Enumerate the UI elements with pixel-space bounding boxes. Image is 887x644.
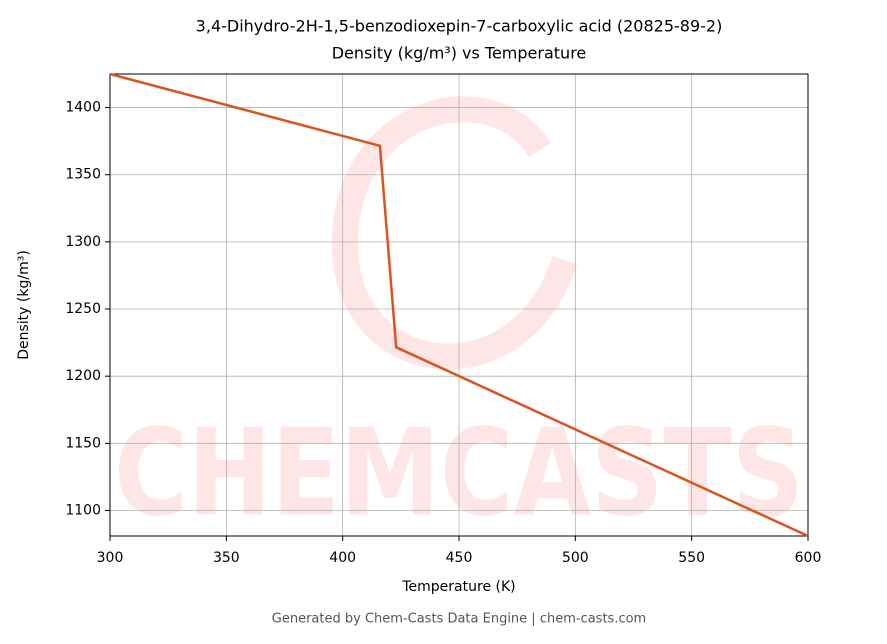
- chart-title: 3,4-Dihydro-2H-1,5-benzodioxepin-7-carbo…: [196, 17, 723, 36]
- x-tick-label: 300: [97, 550, 124, 566]
- chart-subtitle: Density (kg/m³) vs Temperature: [332, 44, 587, 63]
- y-tick-label: 1350: [65, 167, 101, 183]
- x-tick-label: 500: [562, 550, 589, 566]
- y-tick-label: 1150: [65, 435, 101, 451]
- x-tick-label: 600: [795, 550, 822, 566]
- y-tick-label: 1300: [65, 234, 101, 250]
- x-axis-label: Temperature (K): [401, 579, 515, 595]
- y-tick-label: 1200: [65, 368, 101, 384]
- y-tick-label: 1250: [65, 301, 101, 317]
- y-axis-label: Density (kg/m³): [16, 250, 32, 360]
- x-tick-label: 400: [329, 550, 356, 566]
- plot-frame: [109, 73, 809, 537]
- data-line: [109, 72, 809, 538]
- x-tick-label: 550: [678, 550, 705, 566]
- footer: Generated by Chem-Casts Data Engine | ch…: [272, 612, 646, 627]
- x-tick-label: 350: [213, 550, 240, 566]
- y-tick-label: 1100: [65, 502, 101, 518]
- y-tick-label: 1400: [65, 100, 101, 116]
- x-tick-label: 450: [446, 550, 473, 566]
- watermark-logo: [331, 96, 578, 370]
